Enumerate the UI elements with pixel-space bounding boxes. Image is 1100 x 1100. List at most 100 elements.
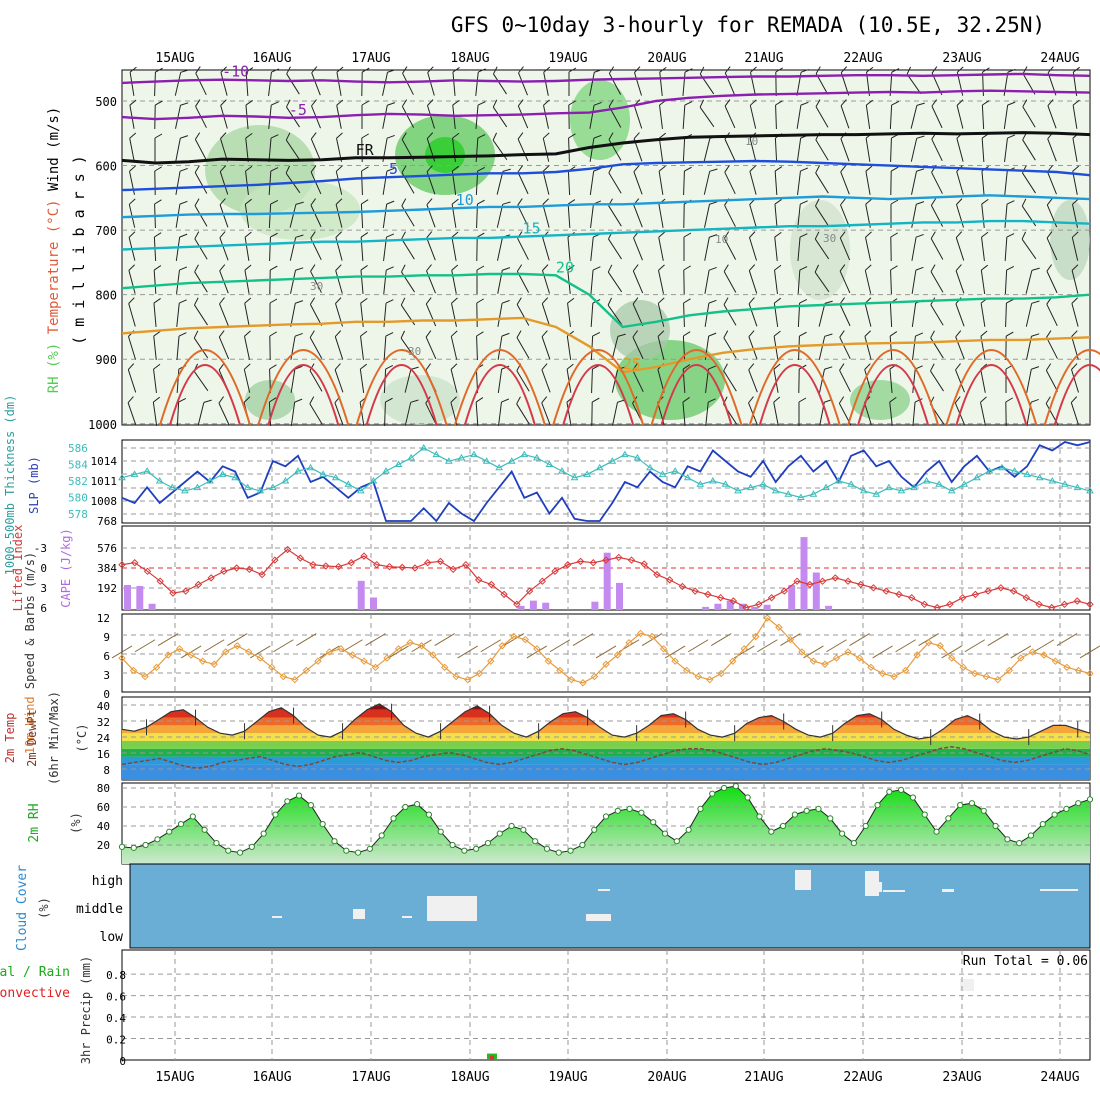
rh-point bbox=[1039, 821, 1046, 828]
wind-barb bbox=[195, 66, 207, 96]
wind-barb bbox=[1047, 99, 1057, 129]
wind-barb bbox=[452, 99, 460, 129]
thickness-point bbox=[495, 463, 504, 471]
cloud-block bbox=[942, 889, 954, 892]
wind-speed-point bbox=[406, 638, 414, 647]
barb-shaft bbox=[194, 172, 208, 194]
barb-shaft bbox=[1071, 369, 1079, 393]
barb-shaft bbox=[245, 71, 249, 97]
barb-shaft bbox=[497, 303, 503, 327]
thickness-point bbox=[457, 453, 466, 461]
barb-shaft bbox=[632, 369, 644, 393]
temp-contour-25 bbox=[748, 349, 841, 426]
temp-band bbox=[122, 703, 1090, 710]
wind-speed-point bbox=[867, 663, 875, 672]
wind-barb bbox=[404, 399, 419, 426]
barb-shaft bbox=[1046, 337, 1058, 359]
cloud-block bbox=[868, 882, 882, 892]
wind-barb bbox=[814, 231, 830, 260]
barb-flag bbox=[889, 396, 897, 403]
li-point bbox=[920, 600, 929, 609]
barb-shaft bbox=[360, 203, 364, 229]
wind-barb bbox=[517, 198, 529, 228]
barb-flag bbox=[361, 100, 370, 106]
barb-flag bbox=[839, 231, 846, 239]
barb-shaft bbox=[427, 72, 435, 96]
barb-flag bbox=[541, 330, 548, 337]
wind-barb bbox=[890, 166, 899, 196]
rh-point bbox=[532, 838, 539, 845]
date-label-bottom: 19AUG bbox=[548, 1070, 587, 1085]
cape-bar bbox=[812, 572, 820, 610]
barb-shaft bbox=[1022, 172, 1036, 194]
barb-flag bbox=[1071, 297, 1078, 304]
barb-flag bbox=[915, 233, 924, 238]
barb-flag bbox=[1021, 198, 1027, 207]
barb-shaft bbox=[749, 237, 757, 261]
barb-flag bbox=[426, 165, 433, 172]
wind-speed-point bbox=[798, 648, 806, 656]
wind-speed-point bbox=[440, 663, 449, 672]
wind-barb bbox=[194, 132, 208, 161]
barb-shaft bbox=[543, 105, 549, 129]
barb-flag bbox=[814, 264, 820, 273]
rh-point bbox=[555, 849, 562, 856]
barb-flag bbox=[475, 397, 484, 403]
barb-flag bbox=[516, 297, 522, 305]
thickness-point bbox=[998, 463, 1006, 471]
barb-flag bbox=[426, 264, 432, 272]
barb-flag bbox=[516, 264, 523, 272]
wind-axis-label: 10m Wind Speed & Barbs (m/s) bbox=[23, 552, 37, 754]
barb-flag bbox=[750, 66, 757, 73]
wind-barb bbox=[309, 330, 323, 359]
barb-flag bbox=[269, 364, 277, 370]
barb-shaft bbox=[1003, 105, 1009, 129]
wind-speed-point bbox=[291, 675, 299, 684]
wind-barb bbox=[1022, 99, 1036, 128]
barb-flag bbox=[193, 330, 199, 339]
temp-contour-25 bbox=[552, 349, 645, 426]
wind-barb bbox=[1004, 200, 1015, 228]
wind-barb bbox=[912, 332, 924, 360]
wind-barb bbox=[497, 365, 510, 393]
li-point bbox=[245, 565, 254, 574]
wind-speed-point bbox=[740, 645, 748, 653]
temp-band bbox=[122, 733, 1090, 741]
barb-shaft bbox=[590, 204, 594, 228]
barb-flag bbox=[410, 366, 419, 370]
barb-flag bbox=[385, 364, 394, 370]
barb-flag bbox=[568, 100, 576, 106]
date-label-top: 16AUG bbox=[252, 51, 291, 66]
wind-barb bbox=[496, 168, 511, 195]
date-label-top: 23AUG bbox=[942, 51, 981, 66]
barb-flag bbox=[1073, 66, 1081, 73]
wind-barb bbox=[219, 297, 229, 327]
barb-flag bbox=[361, 166, 369, 172]
rh-point bbox=[909, 794, 917, 801]
barb-shaft bbox=[175, 171, 181, 195]
barb-flag bbox=[425, 297, 432, 305]
thickness-tick-label: 582 bbox=[68, 475, 88, 488]
surface-wind-barb bbox=[157, 633, 179, 647]
temp-contour-label: 15 bbox=[523, 220, 541, 238]
wind-barb bbox=[154, 133, 163, 162]
barb-flag bbox=[914, 398, 923, 403]
wind-speed-point bbox=[533, 645, 541, 653]
wind-barb bbox=[815, 99, 829, 128]
cape-bar bbox=[788, 585, 796, 610]
barb-flag bbox=[516, 396, 521, 405]
barb-flag bbox=[1072, 165, 1080, 172]
barb-shaft bbox=[704, 270, 710, 294]
wind-barb bbox=[683, 166, 692, 196]
wind-barb bbox=[269, 298, 278, 327]
wind-speed-point bbox=[487, 657, 495, 665]
barb-flag bbox=[775, 67, 783, 73]
wind-speed-point bbox=[775, 623, 783, 631]
wind-barb bbox=[492, 99, 508, 128]
wind-barb bbox=[797, 266, 808, 295]
cape-bar bbox=[726, 600, 734, 610]
barb-shaft bbox=[723, 370, 737, 392]
thickness-point bbox=[796, 493, 805, 500]
barb-flag bbox=[608, 132, 614, 140]
wind-barb bbox=[245, 67, 254, 97]
